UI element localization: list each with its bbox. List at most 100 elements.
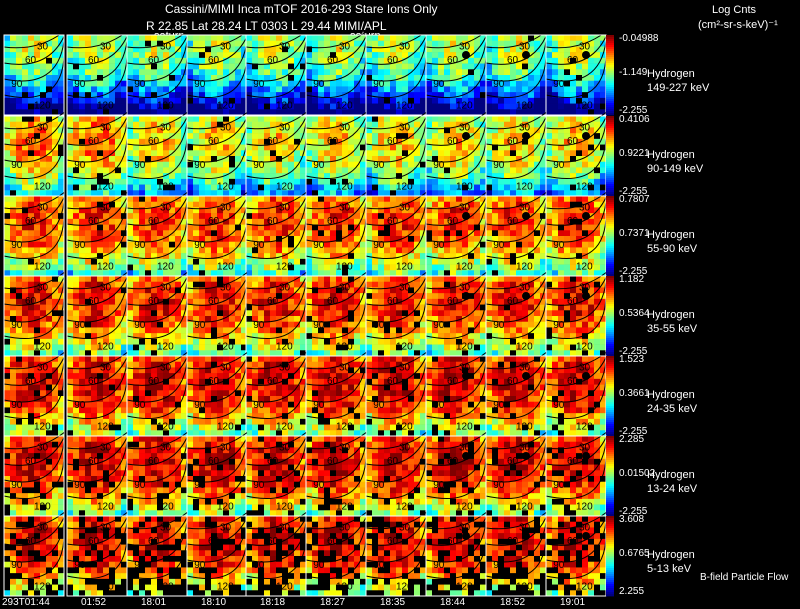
saturn-marker [462, 51, 470, 59]
contour-label: 60 [267, 536, 279, 547]
contour-label: 90 [74, 79, 86, 90]
contour-label: 60 [208, 536, 220, 547]
contour-line [66, 437, 128, 466]
contour-line [545, 362, 607, 403]
contour-label: 60 [567, 136, 579, 147]
contour-line [545, 522, 607, 563]
contour-line [425, 277, 487, 306]
contour-label: 30 [100, 362, 112, 373]
contour-label: 90 [134, 160, 146, 171]
contour-label: 90 [313, 480, 325, 491]
contour-label: 30 [100, 522, 112, 533]
saturn-marker [582, 132, 590, 140]
colorbar-min-label: -2.255 [619, 105, 648, 116]
contour-line [545, 122, 607, 163]
contour-line [365, 122, 427, 163]
colorbar [606, 35, 614, 116]
contour-label: 90 [11, 480, 23, 491]
contour-line [186, 522, 248, 563]
colorbar-max-label: -0.04988 [619, 33, 659, 44]
contour-line [485, 117, 547, 146]
contour-line [545, 282, 607, 323]
contour-line [365, 117, 427, 146]
saturn-marker [582, 51, 590, 59]
contour-line [485, 437, 547, 466]
contour-label: 60 [25, 136, 37, 147]
contour-label: 30 [220, 362, 232, 373]
channel-energy: 149-227 keV [647, 82, 710, 94]
contour-line [245, 122, 307, 163]
contour-label: 90 [194, 79, 206, 90]
contour-label: 60 [148, 216, 160, 227]
contour-label: 90 [74, 160, 86, 171]
contour-line [186, 197, 248, 226]
colorbar-max-label: 0.4106 [619, 114, 650, 125]
time-tick-label: 18:10 [201, 597, 227, 608]
contour-line [305, 122, 367, 163]
contour-label: 30 [579, 282, 591, 293]
contour-label: 120 [456, 182, 473, 193]
colorbar [606, 116, 614, 197]
contour-line [305, 517, 367, 546]
contour-label: 30 [37, 522, 49, 533]
contour-label: 60 [327, 456, 339, 467]
contour-line [245, 442, 307, 483]
contour-line [305, 202, 367, 243]
contour-label: 90 [493, 480, 505, 491]
channel-label: Hydrogen 149-227 keV [647, 67, 709, 95]
legend-note: B-field Particle Flow [700, 572, 789, 583]
contour-line [305, 522, 367, 563]
contour-label: 60 [327, 296, 339, 307]
contour-label: 120 [276, 262, 293, 273]
saturn-marker [522, 292, 530, 300]
saturn-marker [582, 452, 590, 460]
saturn-marker [462, 212, 470, 220]
contour-label: 120 [157, 182, 174, 193]
contour-line [365, 517, 427, 546]
colorbar [606, 196, 614, 277]
contour-label: 90 [11, 160, 23, 171]
contour-label: 120 [157, 422, 174, 433]
contour-label: 90 [134, 560, 146, 571]
contour-label: 120 [336, 182, 353, 193]
saturn-marker [462, 292, 470, 300]
contour-label: 120 [217, 502, 234, 513]
contour-label: 30 [459, 522, 471, 533]
contour-line [545, 277, 607, 306]
contour-label: 60 [148, 376, 160, 387]
contour-label: 90 [194, 320, 206, 331]
contour-label: 30 [279, 202, 291, 213]
contour-line [365, 202, 427, 243]
contour-label: 120 [576, 422, 593, 433]
contour-label: 30 [279, 442, 291, 453]
contour-label: 60 [267, 376, 279, 387]
contour-label: 90 [493, 400, 505, 411]
time-tick-label: 19:01 [560, 597, 586, 608]
contour-line [485, 41, 547, 82]
contour-label: 90 [373, 480, 385, 491]
contour-label: 120 [516, 342, 533, 353]
contour-label: 30 [459, 122, 471, 133]
contour-label: 120 [217, 101, 234, 112]
contour-label: 120 [276, 342, 293, 353]
contour-label: 30 [339, 442, 351, 453]
contour-label: 30 [399, 202, 411, 213]
contour-line [3, 437, 65, 466]
contour-label: 120 [396, 182, 413, 193]
contour-line [3, 277, 65, 306]
contour-label: 90 [373, 320, 385, 331]
contour-label: 30 [100, 41, 112, 52]
contour-label: 30 [160, 202, 172, 213]
contour-label: 60 [267, 296, 279, 307]
contour-line [485, 357, 547, 386]
saturn-marker [522, 532, 530, 540]
